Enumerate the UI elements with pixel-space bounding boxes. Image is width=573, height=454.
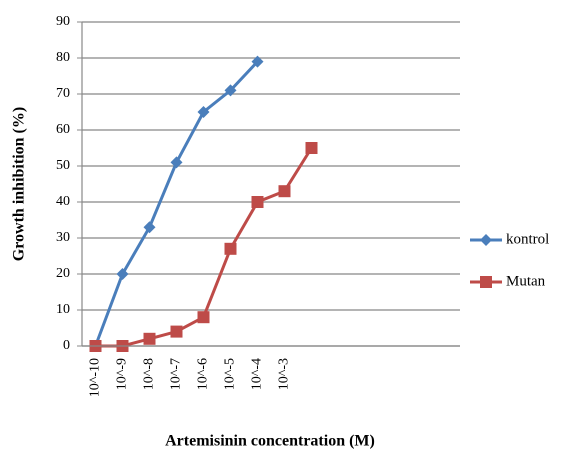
point <box>116 268 129 280</box>
x-tick-label: 10^-5 <box>223 358 238 390</box>
series-line <box>94 60 259 347</box>
x-tick-label: 10^-9 <box>115 358 130 390</box>
y-tick-label: 50 <box>56 158 70 173</box>
x-tick-label: 10^-4 <box>250 358 265 390</box>
y-tick-label: 70 <box>56 86 70 101</box>
x-tick-label: 10^-3 <box>277 358 292 390</box>
point <box>305 142 318 154</box>
x-axis-title: Artemisinin concentration (M) <box>165 433 375 450</box>
legend-label: kontrol <box>506 231 549 247</box>
point <box>251 196 264 208</box>
point <box>224 242 237 255</box>
point <box>251 55 264 68</box>
point <box>197 106 210 118</box>
point <box>170 156 183 169</box>
point <box>197 311 210 324</box>
legend-marker <box>480 276 492 288</box>
x-tick-label: 10^-10 <box>88 358 103 397</box>
legend-label: Mutan <box>506 273 546 289</box>
point <box>143 332 156 345</box>
point <box>224 84 237 97</box>
y-tick-label: 90 <box>56 14 70 29</box>
x-tick-label: 10^-7 <box>169 358 184 390</box>
y-tick-label: 0 <box>63 338 70 353</box>
x-tick-label: 10^-6 <box>196 358 211 390</box>
y-tick-label: 20 <box>56 266 70 281</box>
y-tick-label: 60 <box>56 122 70 137</box>
point <box>170 325 183 338</box>
y-tick-label: 40 <box>56 194 70 209</box>
y-axis-title: Growth inhibition (%) <box>11 107 28 261</box>
legend-marker <box>480 234 492 246</box>
y-tick-label: 80 <box>56 50 70 65</box>
point <box>143 221 156 234</box>
point <box>278 185 291 198</box>
x-tick-label: 10^-8 <box>142 358 157 390</box>
y-tick-label: 30 <box>56 230 70 245</box>
y-tick-label: 10 <box>56 302 70 317</box>
